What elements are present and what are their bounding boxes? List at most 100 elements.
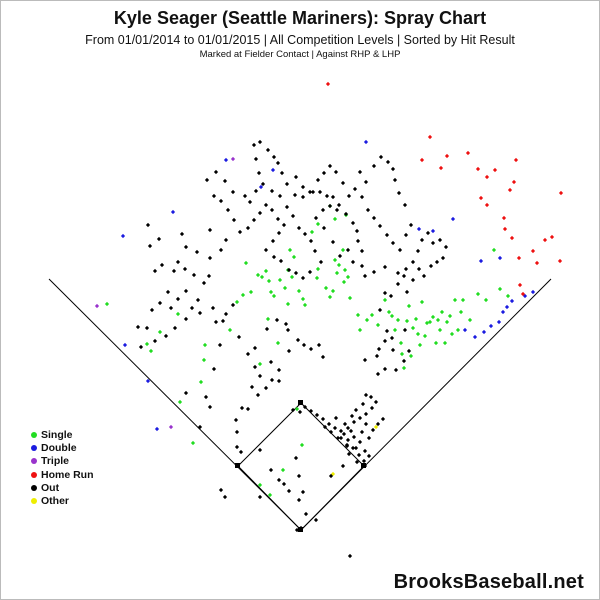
hit-marker [213, 169, 219, 175]
hit-marker [360, 401, 366, 407]
hit-marker [410, 325, 416, 331]
hit-marker [300, 296, 306, 302]
hit-marker [266, 278, 272, 284]
hit-marker [437, 327, 443, 333]
hit-marker [465, 150, 471, 156]
hit-marker [438, 165, 444, 171]
legend-dot-icon [31, 484, 37, 491]
hit-marker [225, 207, 231, 213]
hit-marker [256, 170, 262, 176]
hit-marker [211, 366, 217, 372]
hit-marker [308, 238, 314, 244]
hit-marker [218, 198, 224, 204]
hit-marker [315, 266, 321, 272]
hit-marker [286, 267, 292, 273]
hit-marker [323, 285, 329, 291]
hit-marker [342, 421, 348, 427]
hit-marker [415, 331, 421, 337]
hit-marker [165, 289, 171, 295]
hit-marker [253, 188, 259, 194]
hit-marker [371, 163, 377, 169]
hit-marker [223, 157, 229, 163]
hit-marker [386, 309, 392, 315]
legend-label: Home Run [41, 468, 94, 481]
hit-marker [336, 262, 342, 268]
hit-marker [257, 361, 263, 367]
hit-marker [475, 291, 481, 297]
hit-marker [406, 303, 412, 309]
hit-marker [435, 317, 441, 323]
hit-marker [152, 338, 158, 344]
hit-marker [268, 467, 274, 473]
legend-dot-icon [31, 431, 37, 438]
hit-marker [156, 236, 162, 242]
hit-marker [408, 353, 414, 359]
hit-marker [253, 156, 259, 162]
hit-marker [434, 259, 440, 265]
hit-marker [389, 313, 395, 319]
hit-marker [327, 203, 333, 209]
hit-marker [269, 207, 275, 213]
hit-marker [263, 268, 269, 274]
hit-marker [297, 409, 303, 415]
hit-marker [320, 207, 326, 213]
hit-marker [366, 435, 372, 441]
hit-marker [401, 273, 407, 279]
hit-marker [398, 340, 404, 346]
hit-marker [217, 342, 223, 348]
hit-marker [274, 317, 280, 323]
hit-marker [234, 429, 240, 435]
hit-marker [183, 288, 189, 294]
hit-marker [376, 346, 382, 352]
hit-marker [294, 527, 300, 533]
hit-marker [315, 177, 321, 183]
hit-marker [268, 289, 274, 295]
legend-item: Triple [31, 455, 94, 468]
hit-marker [377, 223, 383, 229]
hit-marker [378, 154, 384, 160]
hit-marker [375, 421, 381, 427]
hit-marker [251, 217, 257, 223]
hit-marker [481, 329, 487, 335]
hit-marker [333, 169, 339, 175]
legend-dot-icon [31, 471, 37, 478]
hit-marker [257, 494, 263, 500]
hit-marker [359, 263, 365, 269]
hit-marker [263, 385, 269, 391]
hit-marker [270, 167, 276, 173]
hit-marker [403, 232, 409, 238]
hit-marker [392, 177, 398, 183]
hit-marker [248, 289, 254, 295]
hit-marker [327, 163, 333, 169]
hit-marker [530, 248, 536, 254]
hit-marker [416, 226, 422, 232]
hit-marker [371, 215, 377, 221]
hit-marker [430, 314, 436, 320]
hit-marker [230, 189, 236, 195]
hit-marker [415, 248, 421, 254]
hit-marker [442, 340, 448, 346]
hit-marker [231, 217, 237, 223]
hit-marker [183, 390, 189, 396]
hit-marker [122, 342, 128, 348]
hit-marker [353, 445, 359, 451]
hit-marker [255, 272, 261, 278]
hit-marker [279, 170, 285, 176]
hit-marker [497, 286, 503, 292]
hit-marker [257, 447, 263, 453]
hit-marker [346, 193, 352, 199]
hit-marker [500, 309, 506, 315]
hit-marker [296, 497, 302, 503]
hit-marker [355, 312, 361, 318]
hit-marker [299, 442, 305, 448]
hit-marker [467, 317, 473, 323]
hit-marker [243, 260, 249, 266]
hit-marker [350, 259, 356, 265]
hit-marker [375, 322, 381, 328]
hit-marker [218, 487, 224, 493]
hit-marker [384, 328, 390, 334]
hit-marker [198, 379, 204, 385]
hit-marker [401, 358, 407, 364]
hit-marker [255, 392, 261, 398]
legend: Single Double Triple Home Run Out Other [31, 428, 94, 508]
